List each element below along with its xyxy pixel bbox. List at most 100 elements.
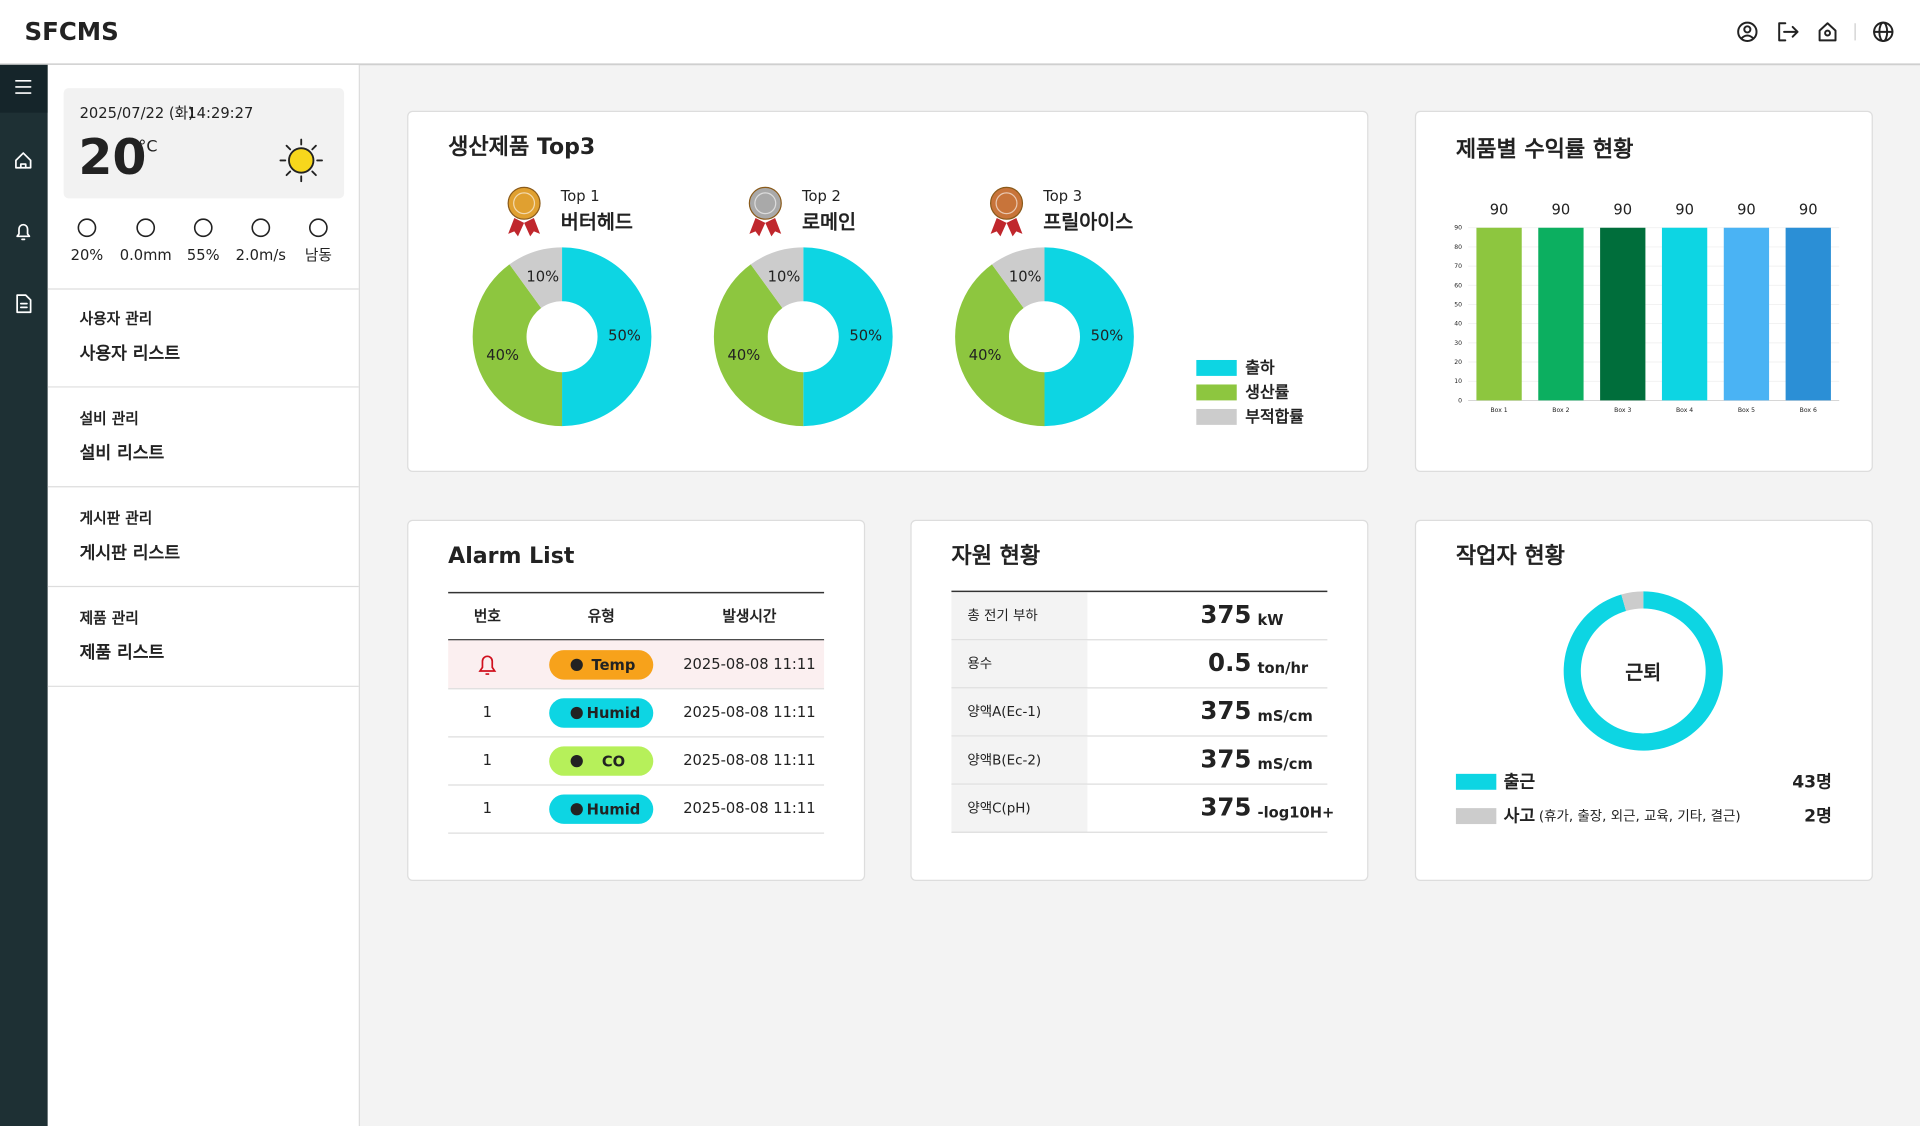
cell-no: 1 xyxy=(483,752,492,769)
sidebar xyxy=(0,64,48,1126)
resource-unit: -log10H+ xyxy=(1258,804,1335,821)
weather-icon xyxy=(251,218,271,238)
table-header: 번호 xyxy=(474,608,502,625)
bar-value: 90 xyxy=(1490,202,1509,219)
card-title: 작업자 현황 xyxy=(1456,544,1565,569)
y-tick-label: 40 xyxy=(1454,321,1462,328)
resource-label: 용수 xyxy=(967,656,992,672)
y-tick-label: 50 xyxy=(1454,301,1462,308)
donut-center: 근퇴 xyxy=(1625,661,1661,684)
rank: Top 3 xyxy=(1042,188,1082,205)
bar-value: 90 xyxy=(1799,202,1818,219)
cell-time: 2025-08-08 11:11 xyxy=(683,752,815,769)
badge-icon xyxy=(570,658,583,671)
legend-label: 부적합률 xyxy=(1245,407,1304,426)
bar xyxy=(1785,227,1831,401)
resource-label: 총 전기 부하 xyxy=(967,608,1038,624)
product-name: 버터헤드 xyxy=(561,210,633,233)
menu-item[interactable]: 설비 리스트 xyxy=(80,444,165,464)
home-icon[interactable] xyxy=(1818,22,1837,42)
pie-slice xyxy=(991,247,1045,308)
pie-slice xyxy=(955,264,1045,427)
slice-label: 40% xyxy=(969,347,1002,364)
legend-label: 사고 xyxy=(1504,807,1536,827)
bar-value: 90 xyxy=(1737,202,1756,219)
resource-value: 375 xyxy=(1200,744,1251,773)
temperature-unit: °C xyxy=(138,136,157,155)
table-header: 유형 xyxy=(588,608,615,625)
cell-type: Humid xyxy=(587,801,641,818)
pie-slice xyxy=(509,247,563,308)
legend-note: (휴가, 출장, 외근, 교육, 기타, 결근) xyxy=(1539,809,1741,825)
pie-slice xyxy=(562,247,652,427)
weather-stat: 20% xyxy=(71,247,104,264)
slice-label: 50% xyxy=(608,328,641,345)
legend-swatch xyxy=(1455,773,1497,790)
type-badge xyxy=(549,698,654,728)
rank: Top 1 xyxy=(560,188,600,205)
language-icon[interactable] xyxy=(1873,21,1894,42)
bar xyxy=(1600,227,1646,401)
menu-item[interactable]: 제품 리스트 xyxy=(80,643,165,663)
x-tick-label: Box 1 xyxy=(1490,407,1507,414)
menu-group: 제품 관리 xyxy=(80,610,139,627)
hamburger-icon[interactable] xyxy=(15,79,32,94)
nav-home[interactable] xyxy=(15,152,32,169)
badge-icon xyxy=(570,803,583,816)
menu-panel xyxy=(47,64,359,1126)
legend-label: 출근 xyxy=(1504,772,1536,792)
y-tick-label: 90 xyxy=(1454,225,1462,232)
bar-value: 90 xyxy=(1552,202,1571,219)
weather-icon xyxy=(136,218,156,238)
type-badge xyxy=(549,650,654,680)
weather-stat: 0.0mm xyxy=(120,247,172,264)
menu-group: 사용자 관리 xyxy=(80,311,153,328)
resource-label: 양액A(Ec-1) xyxy=(967,704,1041,720)
legend-label: 출하 xyxy=(1245,358,1275,377)
medal-ribbon xyxy=(990,217,1023,237)
medal xyxy=(990,186,1024,220)
resource-value: 0.5 xyxy=(1208,648,1251,677)
menu-toggle[interactable] xyxy=(0,64,48,113)
medal-inner xyxy=(754,192,777,215)
x-tick-label: Box 6 xyxy=(1800,407,1817,414)
weather-date: 2025/07/22 (화) xyxy=(80,105,194,122)
resource-label: 양액C(pH) xyxy=(967,800,1030,816)
menu-item[interactable]: 사용자 리스트 xyxy=(80,344,181,364)
logout-icon[interactable] xyxy=(1778,22,1799,42)
product-name: 프릴아이스 xyxy=(1043,210,1133,233)
pie-slice xyxy=(472,264,563,427)
y-tick-label: 70 xyxy=(1454,263,1462,270)
bar xyxy=(1476,227,1522,401)
resource-unit: mS/cm xyxy=(1258,756,1313,773)
bar xyxy=(1723,227,1770,401)
resource-unit: mS/cm xyxy=(1258,708,1313,725)
legend-label: 생산률 xyxy=(1245,383,1289,402)
label-cell xyxy=(951,736,1088,785)
label-cell xyxy=(951,688,1088,737)
nav-document[interactable] xyxy=(16,294,32,314)
cell-type: Temp xyxy=(592,657,636,674)
y-tick-label: 30 xyxy=(1454,340,1462,347)
legend-swatch xyxy=(1196,408,1237,425)
legend-swatch xyxy=(1196,359,1237,376)
medal-ribbon xyxy=(749,217,782,237)
product-name: 로메인 xyxy=(802,210,856,233)
nav-alarm[interactable] xyxy=(16,223,31,241)
user-icon[interactable] xyxy=(1737,21,1758,42)
resource-value: 375 xyxy=(1200,600,1251,629)
weather-box xyxy=(63,88,345,199)
label-cell xyxy=(951,785,1088,833)
x-tick-label: Box 3 xyxy=(1614,407,1631,414)
slice-label: 50% xyxy=(1091,328,1124,345)
menu-item[interactable]: 게시판 리스트 xyxy=(80,543,181,563)
legend-value: 43명 xyxy=(1792,772,1832,792)
pie-slice xyxy=(713,264,804,427)
y-tick-label: 20 xyxy=(1454,359,1462,366)
weather-icon xyxy=(309,218,328,238)
slice-label: 10% xyxy=(768,268,801,285)
pie-slice xyxy=(750,247,804,308)
y-tick-label: 10 xyxy=(1454,378,1462,385)
